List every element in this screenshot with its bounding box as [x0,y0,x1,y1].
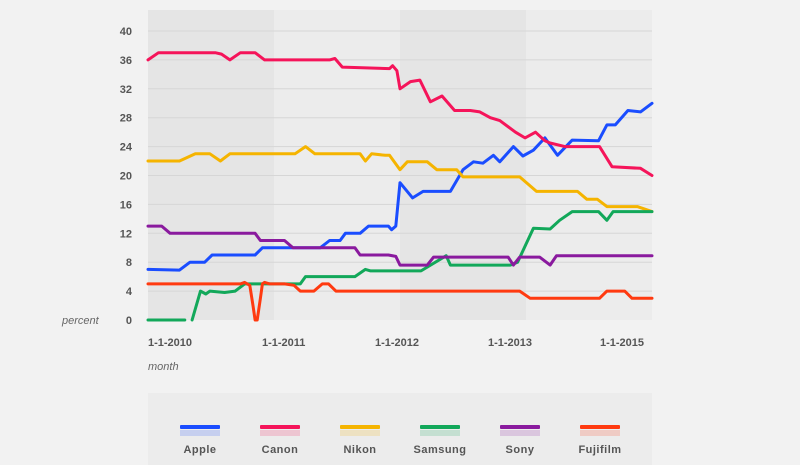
legend-label: Nikon [343,444,377,456]
y-tick-label: 24 [120,142,133,154]
series-line-fujifilm [146,280,654,322]
y-tick-label: 12 [120,228,132,240]
legend-swatch-shadow [420,430,460,436]
legend-item-fujifilm[interactable]: Fujifilm [570,425,630,456]
y-tick-label: 4 [126,286,133,298]
legend-label: Apple [183,444,217,456]
x-tick-label: 1-1-2015 [600,337,644,349]
x-tick-label: 1-1-2010 [148,337,192,349]
year-bands [148,10,652,320]
x-tick-label: 1-1-2013 [488,337,532,349]
legend-swatch-shadow [340,430,380,436]
series-line-nikon [146,145,654,214]
legend: Apple Canon Nikon Samsung Sony Fujifilm [148,393,652,465]
series-lines [146,51,654,322]
legend-item-canon[interactable]: Canon [250,425,310,456]
legend-label: Canon [261,444,299,456]
y-tick-label: 8 [126,257,132,269]
y-tick-label: 36 [120,55,132,67]
series-line-sony [146,224,654,267]
x-axis-ticks: 1-1-2010 1-1-2011 1-1-2012 1-1-2013 1-1-2015 [148,337,644,349]
legend-swatch [500,425,540,429]
year-band [400,10,526,320]
y-tick-label: 20 [120,171,132,183]
legend-swatch [580,425,620,429]
legend-swatch-shadow [260,430,300,436]
y-tick-label: 16 [120,199,132,211]
series-line-samsung [146,210,654,322]
legend-item-nikon[interactable]: Nikon [330,425,390,456]
legend-swatch-shadow [180,430,220,436]
series-line-canon [146,51,654,177]
legend-swatch-shadow [500,430,540,436]
legend-swatch [180,425,220,429]
year-band [526,10,652,320]
y-tick-label: 0 [126,315,132,327]
y-tick-label: 40 [120,26,132,38]
x-axis-label: month [148,361,179,373]
series-line-apple [146,101,654,272]
year-band [148,10,274,320]
y-axis-label: percent [61,315,100,327]
x-tick-label: 1-1-2012 [375,337,419,349]
legend-swatch [260,425,300,429]
legend-item-samsung[interactable]: Samsung [410,425,470,456]
legend-item-sony[interactable]: Sony [490,425,550,456]
y-tick-label: 32 [120,84,132,96]
legend-item-apple[interactable]: Apple [170,425,230,456]
legend-label: Fujifilm [578,444,622,456]
year-band [274,10,400,320]
y-axis-ticks: 0 4 8 12 16 20 24 28 32 36 40 [120,26,133,327]
legend-swatch-shadow [580,430,620,436]
y-tick-label: 28 [120,113,132,125]
legend-label: Samsung [413,444,467,456]
legend-swatch [340,425,380,429]
legend-swatch [420,425,460,429]
legend-label: Sony [505,444,535,456]
x-tick-label: 1-1-2011 [262,337,305,349]
